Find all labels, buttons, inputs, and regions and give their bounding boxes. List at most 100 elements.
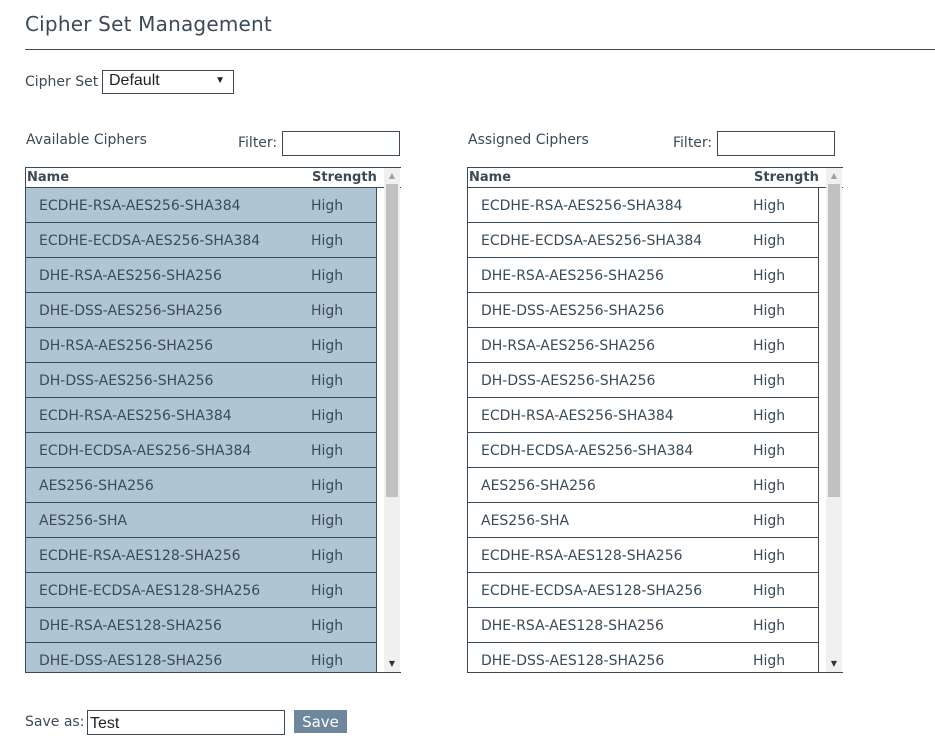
assigned-list-header: Name Strength — [468, 167, 843, 188]
cipher-name: ECDHE-RSA-AES128-SHA256 — [481, 548, 683, 564]
cipher-strength: High — [311, 233, 344, 249]
cipher-strength: High — [753, 373, 786, 389]
cipher-row[interactable]: ECDHE-ECDSA-AES256-SHA384 High — [26, 223, 377, 258]
cipher-name: AES256-SHA — [481, 513, 570, 529]
page-title: Cipher Set Management — [25, 12, 272, 36]
cipher-row[interactable]: ECDH-RSA-AES256-SHA384 High — [468, 398, 819, 433]
scroll-up-icon[interactable]: ▲ — [388, 171, 396, 180]
cipher-row[interactable]: DHE-RSA-AES256-SHA256 High — [468, 258, 819, 293]
available-filter-input[interactable] — [282, 131, 400, 156]
scroll-down-icon[interactable]: ▼ — [830, 659, 838, 668]
cipher-strength: High — [311, 548, 344, 564]
cipher-strength: High — [753, 198, 786, 214]
cipher-row[interactable]: AES256-SHA High — [26, 503, 377, 538]
cipher-strength: High — [311, 268, 344, 284]
cipher-row[interactable]: ECDHE-RSA-AES256-SHA384 High — [468, 188, 819, 223]
cipher-row[interactable]: ECDHE-RSA-AES128-SHA256 High — [26, 538, 377, 573]
save-as-input[interactable] — [87, 710, 285, 735]
cipher-set-select[interactable]: Default ▼ — [102, 70, 234, 94]
save-as-label: Save as: — [25, 714, 85, 730]
column-header-name[interactable]: Name — [469, 170, 512, 185]
cipher-row[interactable]: DH-DSS-AES256-SHA256 High — [26, 363, 377, 398]
cipher-strength: High — [311, 513, 344, 529]
cipher-name: AES256-SHA — [39, 513, 128, 529]
cipher-row[interactable]: DHE-DSS-AES256-SHA256 High — [26, 293, 377, 328]
cipher-row[interactable]: ECDHE-ECDSA-AES128-SHA256 High — [26, 573, 377, 608]
cipher-name: ECDHE-RSA-AES256-SHA384 — [481, 198, 683, 214]
scrollbar-thumb[interactable] — [386, 184, 398, 497]
cipher-strength: High — [753, 548, 786, 564]
available-filter-label: Filter: — [238, 135, 278, 151]
cipher-row[interactable]: DHE-RSA-AES256-SHA256 High — [26, 258, 377, 293]
cipher-row[interactable]: AES256-SHA256 High — [26, 468, 377, 503]
cipher-name: DH-DSS-AES256-SHA256 — [39, 373, 214, 389]
cipher-row[interactable]: AES256-SHA256 High — [468, 468, 819, 503]
scroll-up-icon[interactable]: ▲ — [830, 171, 838, 180]
cipher-name: DHE-DSS-AES128-SHA256 — [39, 653, 223, 669]
cipher-name: ECDH-RSA-AES256-SHA384 — [481, 408, 674, 424]
cipher-set-label: Cipher Set — [25, 74, 99, 90]
cipher-row[interactable]: DH-RSA-AES256-SHA256 High — [26, 328, 377, 363]
cipher-strength: High — [753, 233, 786, 249]
cipher-row[interactable]: ECDH-RSA-AES256-SHA384 High — [26, 398, 377, 433]
cipher-row[interactable]: ECDH-ECDSA-AES256-SHA384 High — [468, 433, 819, 468]
cipher-strength: High — [311, 338, 344, 354]
cipher-name: DHE-RSA-AES256-SHA256 — [481, 268, 664, 284]
cipher-name: ECDHE-ECDSA-AES128-SHA256 — [39, 583, 261, 599]
cipher-strength: High — [753, 408, 786, 424]
cipher-strength: High — [311, 443, 344, 459]
cipher-name: DHE-DSS-AES256-SHA256 — [481, 303, 665, 319]
cipher-name: DH-DSS-AES256-SHA256 — [481, 373, 656, 389]
column-header-name[interactable]: Name — [27, 170, 70, 185]
cipher-strength: High — [753, 443, 786, 459]
assigned-ciphers-title: Assigned Ciphers — [468, 132, 589, 148]
cipher-strength: High — [753, 338, 786, 354]
cipher-row[interactable]: DHE-DSS-AES128-SHA256 High — [468, 643, 819, 672]
cipher-name: ECDHE-RSA-AES128-SHA256 — [39, 548, 241, 564]
cipher-set-selected-value: Default — [109, 72, 160, 89]
cipher-strength: High — [753, 303, 786, 319]
cipher-strength: High — [311, 373, 344, 389]
column-header-strength[interactable]: Strength — [312, 170, 377, 185]
save-button[interactable]: Save — [294, 710, 347, 733]
cipher-row[interactable]: ECDHE-ECDSA-AES128-SHA256 High — [468, 573, 819, 608]
cipher-row[interactable]: ECDH-ECDSA-AES256-SHA384 High — [26, 433, 377, 468]
cipher-name: DH-RSA-AES256-SHA256 — [39, 338, 214, 354]
assigned-filter-label: Filter: — [673, 135, 713, 151]
cipher-row[interactable]: AES256-SHA High — [468, 503, 819, 538]
available-scrollbar[interactable]: ▲ ▼ — [384, 168, 400, 672]
cipher-name: ECDHE-ECDSA-AES256-SHA384 — [39, 233, 261, 249]
available-ciphers-panel: Available Ciphers Filter: Name Strength … — [25, 130, 425, 675]
column-header-strength[interactable]: Strength — [754, 170, 819, 185]
assigned-scrollbar[interactable]: ▲ ▼ — [826, 168, 842, 672]
cipher-row[interactable]: ECDHE-RSA-AES128-SHA256 High — [468, 538, 819, 573]
cipher-name: ECDHE-ECDSA-AES128-SHA256 — [481, 583, 703, 599]
cipher-strength: High — [311, 653, 344, 669]
cipher-row[interactable]: DHE-RSA-AES128-SHA256 High — [26, 608, 377, 643]
available-ciphers-list: Name Strength ECDHE-RSA-AES256-SHA384 Hig… — [25, 167, 401, 673]
cipher-strength: High — [753, 513, 786, 529]
cipher-name: AES256-SHA256 — [39, 478, 154, 494]
cipher-strength: High — [753, 583, 786, 599]
title-divider — [25, 49, 935, 50]
cipher-name: DH-RSA-AES256-SHA256 — [481, 338, 656, 354]
cipher-row[interactable]: ECDHE-ECDSA-AES256-SHA384 High — [468, 223, 819, 258]
scrollbar-thumb[interactable] — [828, 184, 840, 497]
scroll-down-icon[interactable]: ▼ — [388, 659, 396, 668]
cipher-name: DHE-RSA-AES256-SHA256 — [39, 268, 222, 284]
cipher-name: ECDHE-ECDSA-AES256-SHA384 — [481, 233, 703, 249]
assigned-filter-input[interactable] — [717, 131, 835, 156]
cipher-row[interactable]: DH-DSS-AES256-SHA256 High — [468, 363, 819, 398]
cipher-strength: High — [753, 268, 786, 284]
cipher-row[interactable]: DH-RSA-AES256-SHA256 High — [468, 328, 819, 363]
cipher-row[interactable]: ECDHE-RSA-AES256-SHA384 High — [26, 188, 377, 223]
cipher-name: ECDH-ECDSA-AES256-SHA384 — [39, 443, 252, 459]
cipher-name: DHE-DSS-AES256-SHA256 — [39, 303, 223, 319]
cipher-strength: High — [311, 478, 344, 494]
cipher-row[interactable]: DHE-RSA-AES128-SHA256 High — [468, 608, 819, 643]
cipher-name: ECDHE-RSA-AES256-SHA384 — [39, 198, 241, 214]
assigned-rows: ECDHE-RSA-AES256-SHA384 High ECDHE-ECDSA-A… — [468, 188, 843, 672]
cipher-row[interactable]: DHE-DSS-AES128-SHA256 High — [26, 643, 377, 672]
cipher-row[interactable]: DHE-DSS-AES256-SHA256 High — [468, 293, 819, 328]
cipher-name: DHE-RSA-AES128-SHA256 — [481, 618, 664, 634]
